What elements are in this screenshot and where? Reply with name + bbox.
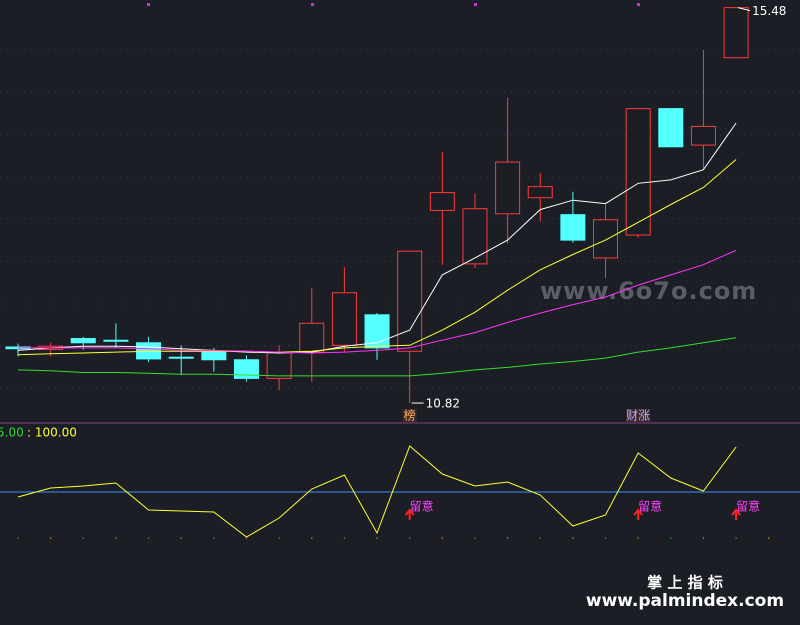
dot [310,537,313,539]
candle-body [299,322,325,353]
badge-box [402,409,417,422]
moving-average [18,249,737,354]
candle-body [527,186,553,199]
dot [408,537,411,539]
dot [245,537,248,539]
candle-body [560,214,586,241]
moving-average [17,122,737,354]
legend-entry: : 100.00 [27,426,77,440]
dot [180,537,182,539]
signal-label: 留意 [410,499,434,514]
badge-box [626,409,651,422]
dot [343,537,346,539]
dot [474,537,476,539]
dot [115,537,117,539]
candle-body [593,219,619,259]
candle-body [625,108,651,236]
dot [735,537,737,539]
dot [278,537,280,539]
signal-arrow [731,508,741,520]
signal-label: 留意 [736,499,760,514]
signal-arrow [633,508,643,520]
dot [82,537,85,539]
low-label: 10.82 [426,397,460,411]
signal-arrow [404,508,415,520]
candle-body [723,7,749,59]
dot [637,537,639,539]
dot [441,537,444,539]
moving-average [17,337,737,377]
badge: 榜 [404,408,416,423]
candle-body [462,208,488,265]
marker [311,3,314,6]
dot [213,537,215,539]
marker [637,3,640,6]
brand: 掌 上 指 标 [647,574,723,592]
high-label: 15.48 [752,4,786,18]
dot [670,537,672,539]
marker [147,3,150,6]
candle-body [495,161,521,215]
candle-body [331,292,357,346]
candle-body [233,359,259,379]
dot [572,537,574,539]
indicator-line [17,445,737,538]
dot [702,537,705,539]
candle-body [658,108,684,148]
candle-body [168,356,194,359]
candle-body [266,351,292,379]
label-arrow [737,7,751,12]
dot [17,537,19,539]
watermark: www.6o7o.com [540,277,757,305]
dot [376,537,378,539]
dot [539,537,542,539]
candle-body [397,250,423,352]
candle-body [103,339,129,342]
candle-body [201,351,227,361]
url: www.palmindex.com [586,591,784,611]
dot [767,537,770,539]
signal-label: 留意 [638,499,662,514]
dot [147,537,150,539]
dot [506,537,509,539]
dot [604,537,607,539]
moving-average [17,159,737,356]
badge: 财涨 [626,408,650,423]
candle-body [690,125,716,146]
candle-body [429,192,455,211]
legend-entry: 5.00 [0,426,24,440]
marker [474,3,477,6]
candle-body [70,338,96,344]
dot [49,537,52,539]
